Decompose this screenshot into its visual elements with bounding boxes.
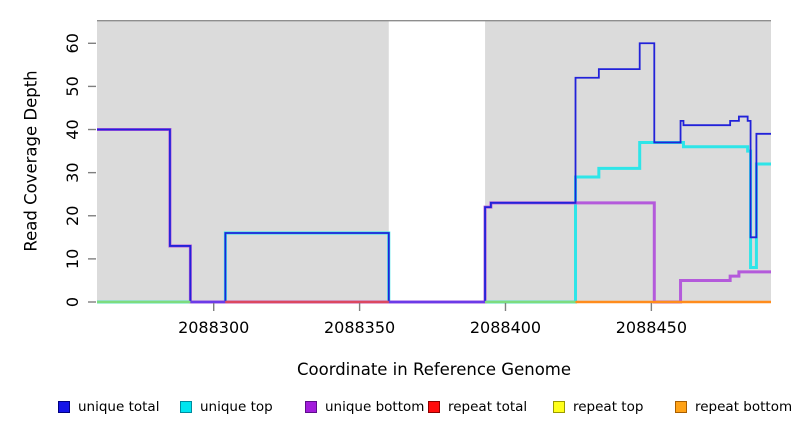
y-tick-label: 10 [63,249,82,269]
y-tick-label: 30 [63,162,82,182]
y-tick-label: 0 [63,297,82,307]
x-axis-title: Coordinate in Reference Genome [296,360,572,379]
y-axis-title: Read Coverage Depth [21,70,41,252]
y-tick-label: 60 [63,33,82,53]
x-tick-label: 2088300 [178,318,249,337]
x-tick-label: 2088350 [324,318,395,337]
series-unique-total [97,42,771,303]
uncovered-window [388,20,486,302]
x-tick-label: 2088400 [470,318,541,337]
y-tick-label: 20 [63,206,82,226]
y-tick-label: 40 [63,119,82,139]
x-tick-label: 2088450 [616,318,687,337]
y-tick-label: 50 [63,76,82,96]
